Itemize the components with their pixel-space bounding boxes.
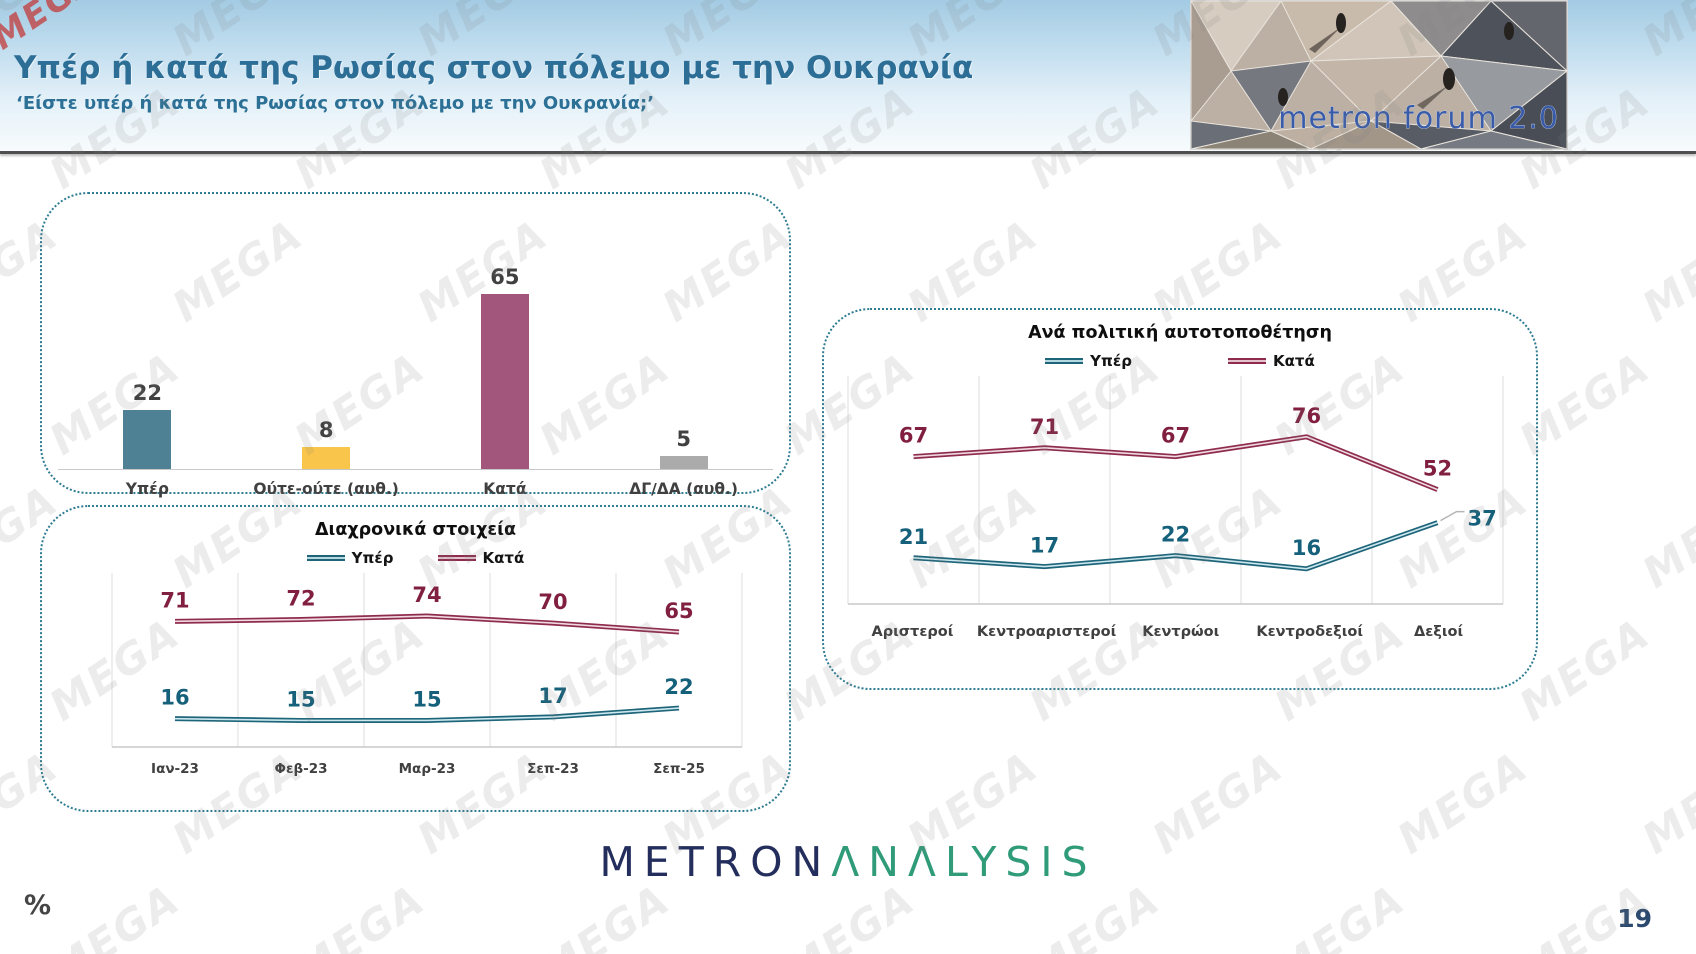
logo-photo-mosaic: metron forum 2.0 (1191, 1, 1567, 149)
bar (302, 447, 351, 469)
x-axis-labels: Ιαν-23 Φεβ-23 Μαρ-23 Σεπ-23 Σεπ-25 (112, 761, 742, 777)
data-label: 67 (1161, 424, 1190, 448)
bar-category-label: Υπέρ (125, 480, 169, 498)
x-axis-label: Αριστεροί (871, 624, 954, 640)
series-line-Κατά (174, 613, 680, 635)
x-axis-label: Κεντροαριστεροί (976, 624, 1117, 640)
data-label: 37 (1468, 507, 1497, 531)
watermark-text: MEGA (40, 874, 189, 954)
metronanalysis-logo: METRONΛNΛLYSIS (0, 838, 1696, 886)
data-label: 16 (160, 686, 189, 710)
legend-swatch (1045, 358, 1084, 364)
legend-label: Κατά (1273, 352, 1315, 370)
watermark-text: MEGA (775, 874, 924, 954)
legend-item: Κατά (1228, 352, 1315, 370)
logo-text: metron forum 2.0 (1278, 101, 1559, 136)
bar-category-label: Ούτε-ούτε (αυθ.) (253, 480, 399, 498)
panel-timeline-chart: Διαχρονικά στοιχεία Υπέρ Κατά 16 15 15 17 22 7… (40, 505, 791, 812)
data-label: 65 (664, 599, 693, 623)
chart-legend: Υπέρ Κατά (824, 352, 1536, 370)
data-label: 74 (412, 583, 441, 607)
bar-slot: 22 (58, 381, 237, 469)
data-label: 15 (412, 687, 441, 711)
line-chart-svg: 16 15 15 17 22 71 72 74 70 65 (111, 573, 743, 748)
legend-swatch (1228, 358, 1266, 364)
watermark-text: MEGA (530, 874, 679, 954)
x-axis-label: Κεντρώοι (1142, 624, 1220, 640)
data-label: 16 (1292, 536, 1321, 560)
percent-unit-label: % (24, 890, 52, 921)
legend-swatch (437, 555, 476, 561)
data-label: 21 (899, 525, 928, 549)
bar-category-label: Κατά (483, 480, 527, 498)
legend-item: Υπέρ (1045, 352, 1132, 370)
bar-value-label: 5 (676, 426, 691, 451)
bar-slot: 8 (237, 418, 416, 469)
data-label: 67 (899, 424, 928, 448)
legend-label: Κατά (482, 549, 525, 567)
data-label: 71 (1030, 415, 1059, 439)
watermark-text: MEGA (1265, 874, 1414, 954)
data-label: 70 (538, 590, 567, 614)
logo-analysis-part: ΛNΛLYSIS (831, 838, 1097, 886)
panel-political-chart: Ανά πολιτική αυτοτοποθέτηση Υπέρ Κατά 21 1… (822, 308, 1538, 690)
x-axis-label: Μαρ-23 (398, 761, 456, 777)
data-label: 22 (664, 675, 693, 699)
data-label: 72 (286, 587, 315, 611)
series-line-inner (913, 521, 1438, 570)
label-leader-line (1440, 510, 1465, 522)
legend-item: Υπέρ (306, 549, 394, 567)
data-label: 17 (1030, 534, 1059, 558)
data-label: 76 (1292, 404, 1321, 428)
data-label: 71 (160, 588, 189, 612)
data-label: 22 (1161, 523, 1190, 547)
bar (659, 455, 708, 469)
metron-forum-logo: metron forum 2.0 (1190, 0, 1568, 150)
bar-slot: 65 (416, 264, 595, 469)
page-subtitle: ‘Είστε υπέρ ή κατά της Ρωσίας στον πόλεμ… (16, 93, 655, 114)
bar-category-label: ΔΓ/ΔΑ (αυθ.) (629, 480, 738, 498)
bar-slot: 5 (594, 426, 773, 469)
watermark-text: MEGA (1633, 475, 1696, 598)
header: Υπέρ ή κατά της Ρωσίας στον πόλεμο με τη… (0, 0, 1696, 154)
chart-title: Διαχρονικά στοιχεία (314, 520, 517, 540)
data-label: 17 (538, 684, 567, 708)
bar-category-labels: Υπέρ Ούτε-ούτε (αυθ.) Κατά ΔΓ/ΔΑ (αυθ.) (58, 480, 773, 498)
legend-label: Υπέρ (351, 549, 394, 567)
logo-metron-part: METRON (599, 838, 832, 886)
x-axis-label: Φεβ-23 (274, 761, 328, 777)
bar-plot: 22 8 65 5 (58, 228, 773, 470)
x-axis-label: Σεπ-23 (527, 761, 579, 777)
bar-value-label: 65 (490, 264, 520, 289)
bar (480, 293, 529, 469)
chart-title: Ανά πολιτική αυτοτοποθέτηση (1028, 323, 1332, 343)
watermark-text: MEGA (1020, 874, 1169, 954)
watermark-text: MEGA (1633, 209, 1696, 332)
page-number: 19 (1617, 904, 1652, 933)
panel-bar-chart: 22 8 65 5 Υπέρ Ούτε-ούτε (αυθ.) Κατά ΔΓ/ΔΑ (αυ… (40, 192, 791, 498)
watermark-text: MEGA (285, 874, 434, 954)
legend-swatch (306, 555, 345, 561)
series-line-inner (174, 707, 680, 722)
chart-legend: Υπέρ Κατά (42, 549, 789, 567)
people-silhouettes (1278, 13, 1514, 109)
data-label: 15 (286, 687, 315, 711)
line-chart-svg: 21 17 22 16 37 67 71 67 76 52 (847, 376, 1504, 605)
page-title: Υπέρ ή κατά της Ρωσίας στον πόλεμο με τη… (14, 50, 974, 86)
bar (123, 409, 172, 469)
legend-item: Κατά (437, 549, 525, 567)
bar-value-label: 22 (132, 380, 162, 405)
data-label: 52 (1423, 457, 1452, 481)
series-line-inner (913, 436, 1438, 491)
x-axis-label: Κεντροδεξιοί (1256, 624, 1363, 640)
x-axis-label: Σεπ-25 (653, 761, 705, 777)
x-axis-labels: Αριστεροί Κεντροαριστεροί Κεντρώοι Κεντροδε… (848, 624, 1503, 640)
x-axis-label: Ιαν-23 (151, 761, 199, 777)
bar-value-label: 8 (318, 418, 334, 443)
legend-label: Υπέρ (1090, 352, 1132, 370)
series-line-inner (174, 615, 680, 633)
x-axis-label: Δεξιοί (1414, 624, 1464, 640)
